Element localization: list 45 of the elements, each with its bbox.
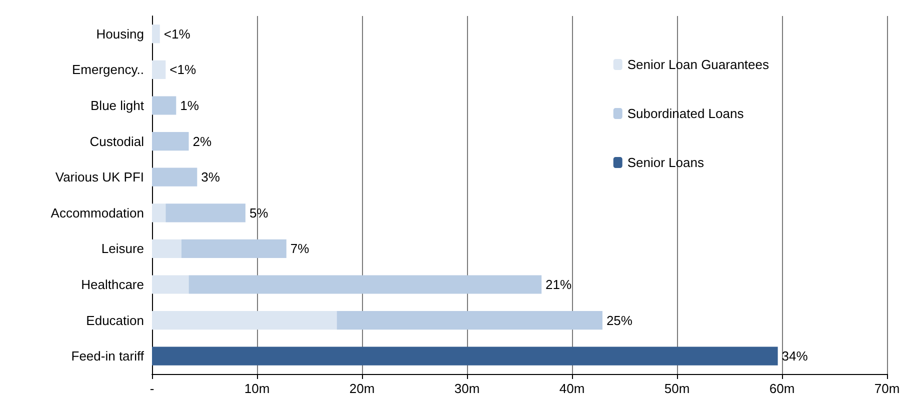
bar <box>152 239 182 258</box>
annotation: <1% <box>170 62 196 78</box>
y-tick-label: Emergency.. <box>72 62 144 78</box>
legend-label: Subordinated Loans <box>627 106 744 121</box>
bar <box>152 24 160 44</box>
x-tick-label: 40m <box>559 381 585 396</box>
x-tick-label: 20m <box>349 381 375 396</box>
bar <box>181 239 286 258</box>
y-tick-label: Leisure <box>101 241 144 256</box>
bar <box>152 310 337 330</box>
y-tick-label: Blue light <box>90 98 144 113</box>
annotation: 1% <box>180 98 200 113</box>
annotation: 25% <box>606 312 633 328</box>
x-tick-label: 60m <box>769 381 795 396</box>
x-tick-label: - <box>150 381 154 396</box>
legend-label: Senior Loans <box>627 155 704 170</box>
bar <box>188 275 542 294</box>
x-tick-label: 30m <box>454 381 480 396</box>
bar <box>152 346 778 366</box>
x-tick-label: 10m <box>244 381 270 396</box>
bar <box>336 310 602 330</box>
annotation: 2% <box>192 134 212 149</box>
bar <box>152 60 166 80</box>
bar <box>152 96 176 115</box>
y-tick-label: Education <box>86 312 144 328</box>
y-tick-label: Custodial <box>90 134 144 149</box>
annotation: <1% <box>164 26 191 42</box>
annotation: 3% <box>201 170 220 185</box>
bar <box>152 132 189 151</box>
y-tick-label: Housing <box>96 26 144 42</box>
y-tick-label: Various UK PFI <box>55 170 144 185</box>
y-tick-label: Feed-in tariff <box>71 348 144 364</box>
x-tick-label: 50m <box>664 381 690 396</box>
y-tick-label: Healthcare <box>81 277 144 292</box>
y-tick-label: Accommodation <box>50 205 144 220</box>
bar <box>166 204 246 222</box>
bar <box>152 204 166 222</box>
annotation: 5% <box>249 205 269 220</box>
bar <box>152 168 198 186</box>
bar <box>152 275 189 294</box>
annotation: 7% <box>290 241 310 256</box>
legend-label: Senior Loan Guarantees <box>627 57 770 72</box>
x-tick-label: 70m <box>874 381 900 396</box>
annotation: 34% <box>782 348 808 364</box>
annotation: 21% <box>546 277 572 292</box>
